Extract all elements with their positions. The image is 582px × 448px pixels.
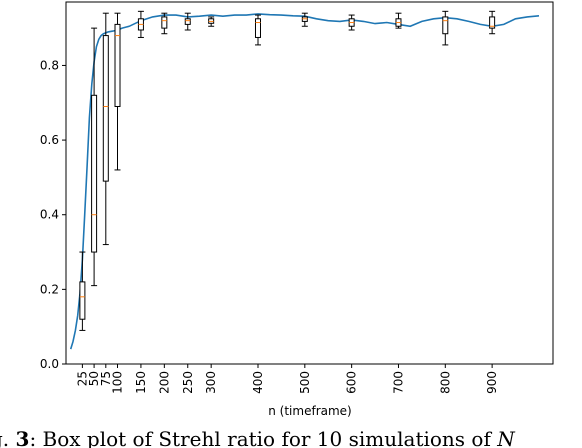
box-400 — [254, 14, 261, 46]
x-tick-label: 300 — [204, 371, 218, 394]
series-line — [69, 13, 540, 350]
box-300 — [208, 16, 215, 27]
y-tick-label: 0.2 — [40, 282, 59, 296]
box-body — [102, 35, 109, 182]
caption-figure-number: 3 — [15, 427, 30, 448]
x-tick-label: 150 — [134, 371, 148, 394]
y-tick-label: 0.0 — [40, 357, 59, 371]
x-tick-label: 800 — [438, 371, 452, 394]
box-25 — [79, 251, 86, 331]
y-tick-label: 0.6 — [40, 133, 59, 147]
y-tick-label: 0.4 — [40, 208, 59, 222]
box-body — [442, 16, 449, 35]
box-layer — [79, 10, 496, 331]
box-body — [114, 23, 121, 107]
caption-lead: g. — [0, 427, 10, 448]
y-tick-label: 0.8 — [40, 58, 59, 72]
x-tick-label: 250 — [181, 371, 195, 394]
box-body — [161, 16, 168, 29]
x-axis-title: n (timeframe) — [268, 404, 351, 418]
box-body — [184, 18, 191, 25]
figure-caption: g. 3: Box plot of Strehl ratio for 10 si… — [0, 427, 582, 448]
caption-variable: N — [497, 427, 515, 448]
box-900 — [489, 10, 496, 35]
box-75 — [102, 12, 109, 246]
x-tick-label: 900 — [485, 371, 499, 394]
x-tick-label: 700 — [391, 371, 405, 394]
x-tick-label: 50 — [87, 371, 101, 386]
box-body — [489, 16, 496, 29]
x-tick-label: 100 — [111, 371, 125, 394]
x-tick-label: 600 — [345, 371, 359, 394]
box-200 — [161, 12, 168, 35]
x-tick-label: 75 — [99, 371, 113, 386]
x-tick-label: 500 — [298, 371, 312, 394]
series-line-layer — [69, 13, 540, 350]
x-tick-label: 25 — [75, 371, 89, 386]
box-body — [91, 94, 98, 253]
box-150 — [137, 10, 144, 38]
box-700 — [395, 12, 402, 29]
x-tick-label: 400 — [251, 371, 265, 394]
box-50 — [91, 27, 98, 287]
box-800 — [442, 10, 449, 46]
box-100 — [114, 12, 121, 171]
box-250 — [184, 12, 191, 31]
box-body — [79, 281, 86, 320]
box-body — [254, 18, 261, 38]
caption-text: : Box plot of Strehl ratio for 10 simula… — [29, 427, 498, 448]
plot-frame — [65, 1, 554, 365]
box-500 — [301, 12, 308, 27]
box-600 — [348, 14, 355, 31]
x-tick-label: 200 — [157, 371, 171, 394]
